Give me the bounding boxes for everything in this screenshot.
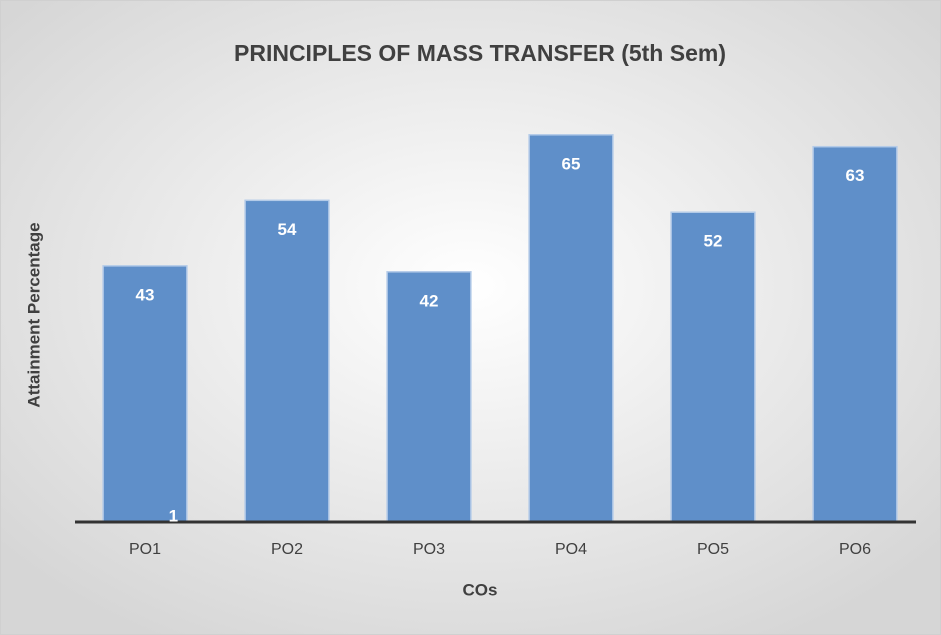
bar xyxy=(102,265,188,523)
data-label: 54 xyxy=(278,220,297,239)
x-tick-label: PO5 xyxy=(697,541,729,558)
bar xyxy=(812,145,898,523)
annotation: 1 xyxy=(169,506,178,525)
data-label: 43 xyxy=(136,285,155,304)
bar xyxy=(528,134,614,523)
x-tick-label: PO4 xyxy=(555,541,587,558)
data-label: 42 xyxy=(420,291,439,310)
data-label: 52 xyxy=(704,232,723,251)
x-tick-label: PO1 xyxy=(129,541,161,558)
data-label: 63 xyxy=(846,166,865,185)
x-tick-label: PO2 xyxy=(271,541,303,558)
x-axis-label: COs xyxy=(463,580,498,599)
x-tick-label: PO3 xyxy=(413,541,445,558)
x-tick-label: PO6 xyxy=(839,541,871,558)
bar xyxy=(244,199,330,523)
data-label: 65 xyxy=(562,154,581,173)
y-axis-label: Attainment Percentage xyxy=(24,222,43,407)
bar xyxy=(386,271,472,523)
chart-title: PRINCIPLES OF MASS TRANSFER (5th Sem) xyxy=(234,40,726,66)
bar xyxy=(670,211,756,523)
